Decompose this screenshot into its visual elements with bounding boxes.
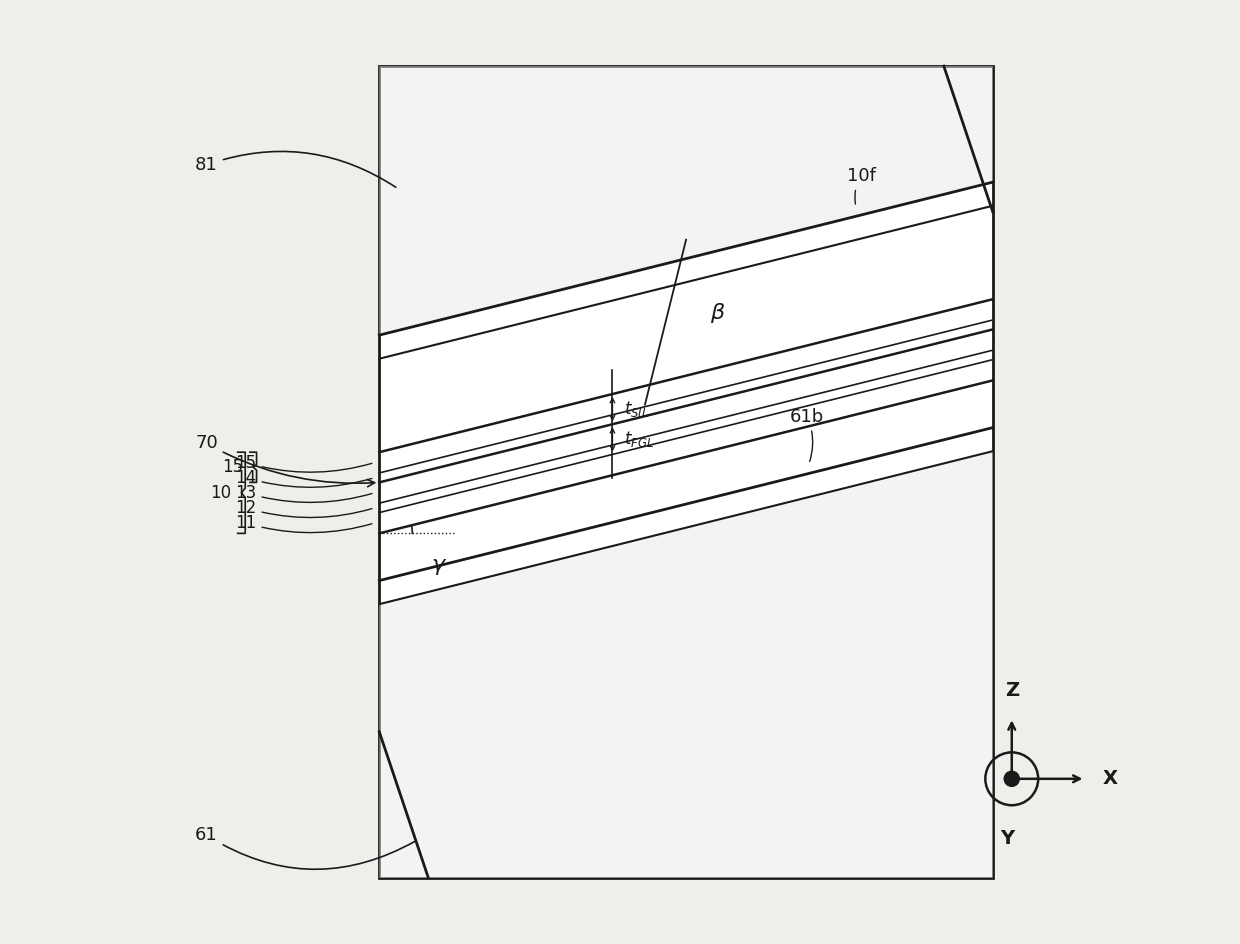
Text: $\gamma$: $\gamma$: [432, 557, 448, 577]
Text: $t_{SIL}$: $t_{SIL}$: [624, 399, 649, 419]
Text: 14: 14: [236, 468, 372, 487]
Text: 15: 15: [236, 453, 372, 472]
Bar: [379, 66, 993, 878]
Circle shape: [1004, 771, 1019, 786]
Text: $t_{FGL}$: $t_{FGL}$: [624, 430, 653, 449]
Text: Y: Y: [999, 829, 1014, 848]
Text: 10: 10: [210, 483, 231, 502]
Text: 61: 61: [195, 826, 414, 869]
Text: 11: 11: [236, 514, 372, 532]
Polygon shape: [379, 66, 993, 335]
Text: 61b: 61b: [790, 408, 825, 462]
Text: $\beta$: $\beta$: [709, 301, 725, 325]
Text: 12: 12: [236, 498, 372, 517]
Text: 10f: 10f: [847, 167, 875, 204]
Text: Z: Z: [1004, 682, 1019, 700]
Text: 70: 70: [195, 434, 374, 487]
Text: X: X: [1102, 769, 1117, 788]
Text: 81: 81: [195, 151, 396, 187]
Text: 15: 15: [222, 458, 243, 477]
Polygon shape: [379, 451, 993, 878]
Text: 13: 13: [236, 483, 372, 502]
